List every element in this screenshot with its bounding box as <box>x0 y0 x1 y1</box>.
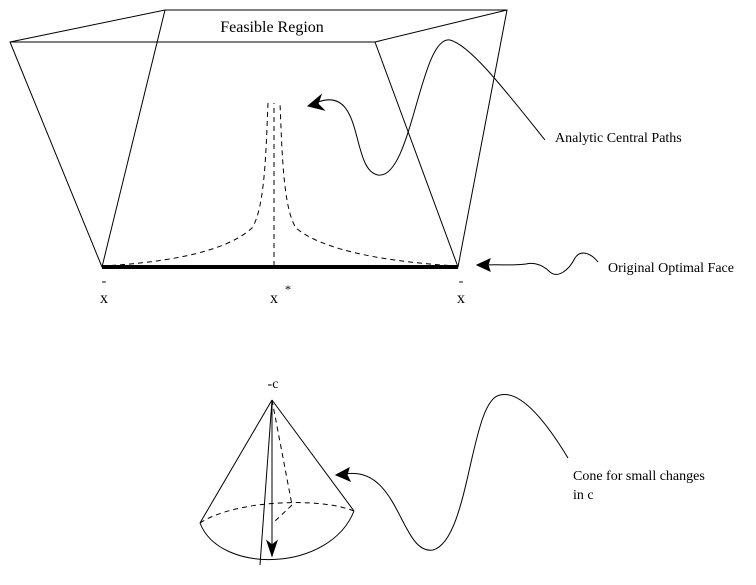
cone-figure <box>199 399 355 566</box>
cone-inner-base-line <box>273 504 293 523</box>
x-bar-right-label: - x <box>457 274 465 307</box>
original-optimal-face-label: Original Optimal Face <box>608 261 734 276</box>
central-paths-pointer-curve <box>317 39 546 176</box>
cone-arrowhead <box>334 466 352 482</box>
feasible-region-polytope <box>9 9 508 268</box>
optimal-face-pointer <box>475 252 599 275</box>
central-path-left <box>101 102 269 267</box>
cone-base-front-arc <box>199 510 355 560</box>
analytic-central-paths-label: Analytic Central Paths <box>555 131 682 146</box>
cone-label-line2: in c <box>573 488 594 503</box>
cone-pointer-curve <box>344 393 569 551</box>
central-path-right <box>279 102 459 267</box>
central-paths-pointer <box>306 39 546 176</box>
minus-c-arrowhead <box>265 539 279 558</box>
optimal-face-arrowhead <box>475 258 491 272</box>
x-bar-left-label: - x <box>100 274 108 307</box>
analytic-central-paths <box>101 102 459 267</box>
polytope-left-front-edge <box>101 9 166 268</box>
polytope-outline <box>9 9 508 268</box>
cone-label-line1: Cone for small changes <box>573 469 705 484</box>
x-bar-right-symbol: x <box>457 290 465 307</box>
cone-left-edge <box>199 399 273 524</box>
optimal-face-pointer-curve <box>485 252 599 275</box>
cone-right-edge <box>271 399 355 512</box>
cone-back-edge <box>271 399 293 506</box>
cone-front-edge <box>259 399 273 566</box>
x-bar-right-bar: - <box>459 274 464 289</box>
polytope-top-right-edge <box>374 9 508 43</box>
feasible-region-label: Feasible Region <box>220 19 324 36</box>
minus-c-label: -c <box>268 377 279 392</box>
x-bar-left-bar: - <box>102 274 107 289</box>
cone-base-back-arc <box>199 502 355 524</box>
x-star-superscript: * <box>285 282 291 296</box>
x-star-label: x * <box>270 282 291 307</box>
cone-pointer <box>334 393 569 551</box>
polytope-right-front-edge <box>374 41 459 268</box>
x-star-symbol: x <box>270 290 278 307</box>
central-paths-arrowhead <box>306 93 326 111</box>
x-bar-left-symbol: x <box>100 290 108 307</box>
